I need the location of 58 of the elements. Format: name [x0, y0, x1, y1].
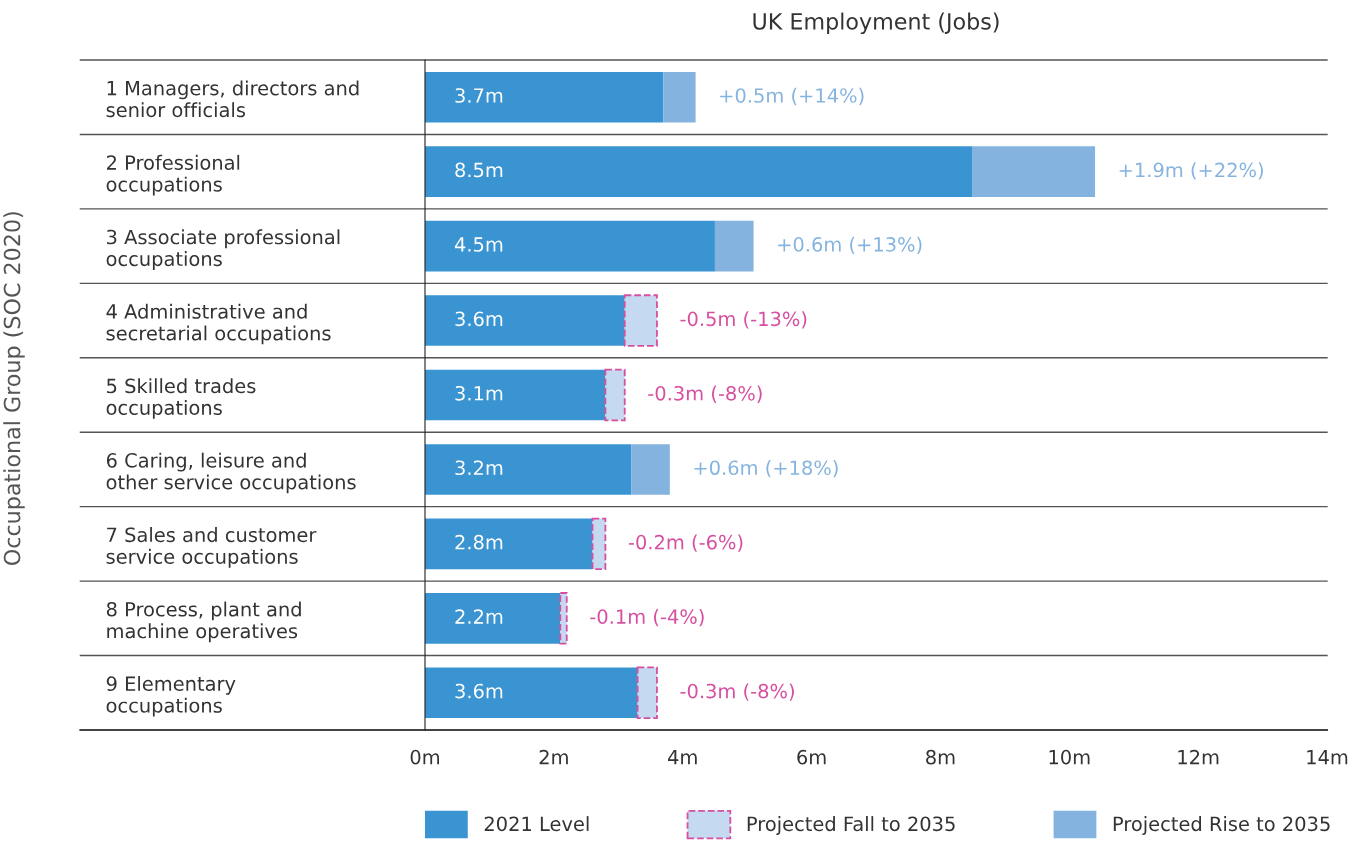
bar [972, 146, 1096, 197]
bar [425, 295, 625, 346]
annotation: +0.5m (+14%) [720, 87, 864, 106]
annotation: 3.2m [455, 460, 503, 476]
annotation: -0.3m (-8%) [680, 683, 794, 701]
bar [714, 220, 754, 272]
bar [631, 444, 670, 495]
bar [663, 71, 696, 123]
bar [623, 294, 658, 347]
legend-label: Projected Rise to 2035 [1113, 816, 1330, 835]
bar [425, 593, 561, 644]
y-tick-label: 2 Professional occupations [106, 154, 240, 196]
y-tick-label: 5 Skilled trades occupations [106, 378, 256, 419]
annotation: -0.1m (-4%) [590, 608, 704, 627]
annotation: +0.6m (+18%) [694, 460, 838, 478]
bar [559, 592, 568, 645]
bar [425, 71, 664, 123]
y-tick-label: 4 Administrative and secretarial occupations [106, 303, 331, 345]
annotation: 3.6m [455, 311, 503, 327]
x-tick-label: 4m [668, 750, 697, 765]
x-tick-label: 6m [797, 749, 826, 765]
x-tick-label: 8m [926, 749, 955, 765]
bar [425, 444, 632, 495]
bar [425, 220, 715, 272]
annotation: 8.5m [455, 162, 503, 178]
chart-title: UK Employment (Jobs) [753, 12, 999, 35]
bar [591, 517, 607, 571]
annotation: 2.2m [455, 609, 503, 624]
y-tick-label: 3 Associate professional occupations [106, 229, 340, 270]
x-tick-label: 0m [410, 749, 440, 765]
annotation: 4.5m [454, 237, 503, 252]
y-axis-title: Occupational Group (SOC 2020) [3, 212, 25, 565]
annotation: -0.5m (-13%) [680, 311, 807, 329]
bar [425, 518, 593, 570]
x-tick-label: 2m [539, 749, 568, 765]
annotation: -0.3m (-8%) [648, 385, 762, 403]
y-tick-label: 7 Sales and customer service occupations [106, 527, 317, 568]
annotation: 2.8m [455, 534, 503, 550]
y-tick-label: 6 Caring, leisure and other service occupations [106, 452, 356, 494]
x-tick-label: 12m [1178, 749, 1219, 765]
bar [425, 369, 606, 421]
annotation: 3.6m [455, 683, 503, 699]
annotation: +0.6m (+13%) [778, 236, 922, 255]
annotation: +1.9m (+22%) [1119, 162, 1263, 180]
bar [636, 666, 658, 719]
bar [425, 667, 638, 719]
y-tick-label: 8 Process, plant and machine operatives [106, 601, 301, 643]
x-tick-label: 14m [1307, 750, 1348, 765]
y-tick-label: 1 Managers, directors and senior officials [106, 80, 359, 118]
legend-label: 2021 Level [484, 816, 589, 832]
legend-label: Projected Fall to 2035 [747, 816, 955, 835]
x-tick-label: 10m [1049, 749, 1090, 765]
annotation: 3.1m [455, 385, 503, 401]
bar [425, 146, 973, 197]
bar [604, 368, 626, 422]
annotation: 3.7m [455, 88, 503, 103]
annotation: -0.2m (-6%) [628, 534, 743, 552]
y-tick-label: 9 Elementary occupations [106, 675, 236, 717]
